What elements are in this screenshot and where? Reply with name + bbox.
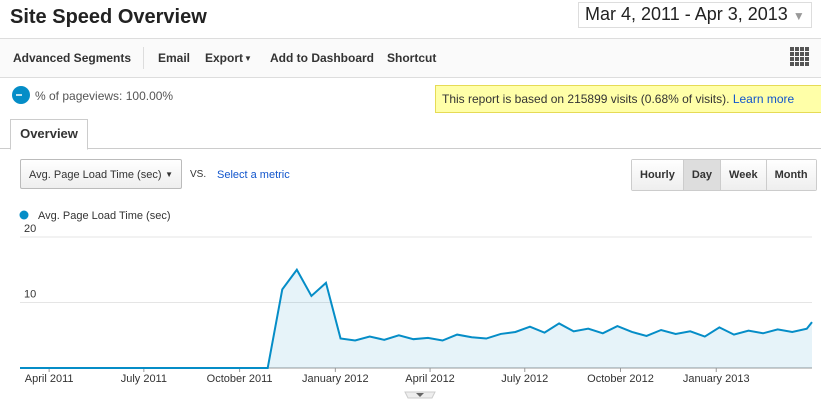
toolbar-button[interactable]: Add to Dashboard: [270, 51, 374, 65]
metric-dropdown[interactable]: Avg. Page Load Time (sec) ▼: [20, 159, 182, 189]
metric-dropdown-text[interactable]: Avg. Page Load Time (sec): [29, 169, 162, 181]
legend-marker: [19, 210, 29, 220]
x-tick-label: January 2013: [683, 373, 750, 385]
segment-label: % of pageviews: 100.00%: [35, 89, 174, 103]
granularity-buttons: Hourly Day Week Month: [631, 159, 817, 191]
x-tick-label: October 2011: [207, 373, 273, 385]
x-tick-label: July 2011: [121, 373, 167, 385]
granularity-button[interactable]: Month: [765, 160, 816, 190]
notice: This report is based on 215899 visits (0…: [435, 85, 821, 113]
chart: Avg. Page Load Time (sec) 10 20 April 2011…: [19, 210, 813, 399]
select-metric-link[interactable]: Select a metric: [217, 169, 290, 181]
granularity-button[interactable]: Week: [720, 160, 766, 190]
notice-text: This report is based on 215899 visits (0…: [442, 92, 730, 106]
x-tick-label: April 2012: [405, 373, 455, 385]
toolbar-button[interactable]: Shortcut: [387, 51, 437, 65]
legend-label: Avg. Page Load Time (sec): [38, 210, 170, 222]
overview-tab[interactable]: Overview: [10, 119, 88, 150]
x-tick-label: July 2012: [501, 373, 548, 385]
page-title: Site Speed Overview: [10, 6, 207, 28]
y-tick-label: 20: [24, 223, 36, 235]
y-tick-label: 10: [24, 288, 36, 300]
toolbar: Advanced Segments Email Export ▼ Add to …: [0, 38, 821, 78]
area: [20, 269, 812, 368]
line: [20, 267, 813, 369]
grid-icon[interactable]: [790, 47, 810, 67]
granularity-button[interactable]: Hourly: [632, 160, 683, 190]
x-tick-label: October 2012: [587, 373, 654, 385]
date-range[interactable]: Mar 4, 2011 - Apr 3, 2013 ▼: [578, 2, 812, 28]
toolbar-button[interactable]: Email: [158, 51, 191, 65]
toolbar-button[interactable]: Advanced Segments: [13, 51, 132, 65]
learn-more-link[interactable]: Learn more: [732, 92, 795, 106]
x-tick-label: January 2012: [302, 373, 369, 385]
granularity-button[interactable]: Day: [682, 160, 721, 190]
date-range-text[interactable]: Mar 4, 2011 - Apr 3, 2013: [585, 4, 788, 24]
x-tick-label: April 2011: [25, 373, 74, 385]
segment-icon: [12, 86, 30, 104]
vs-label: VS.: [190, 169, 207, 180]
toolbar-button[interactable]: Export: [205, 51, 244, 65]
